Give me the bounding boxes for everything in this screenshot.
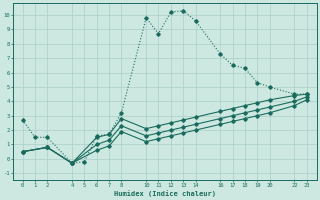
- X-axis label: Humidex (Indice chaleur): Humidex (Indice chaleur): [114, 190, 216, 197]
